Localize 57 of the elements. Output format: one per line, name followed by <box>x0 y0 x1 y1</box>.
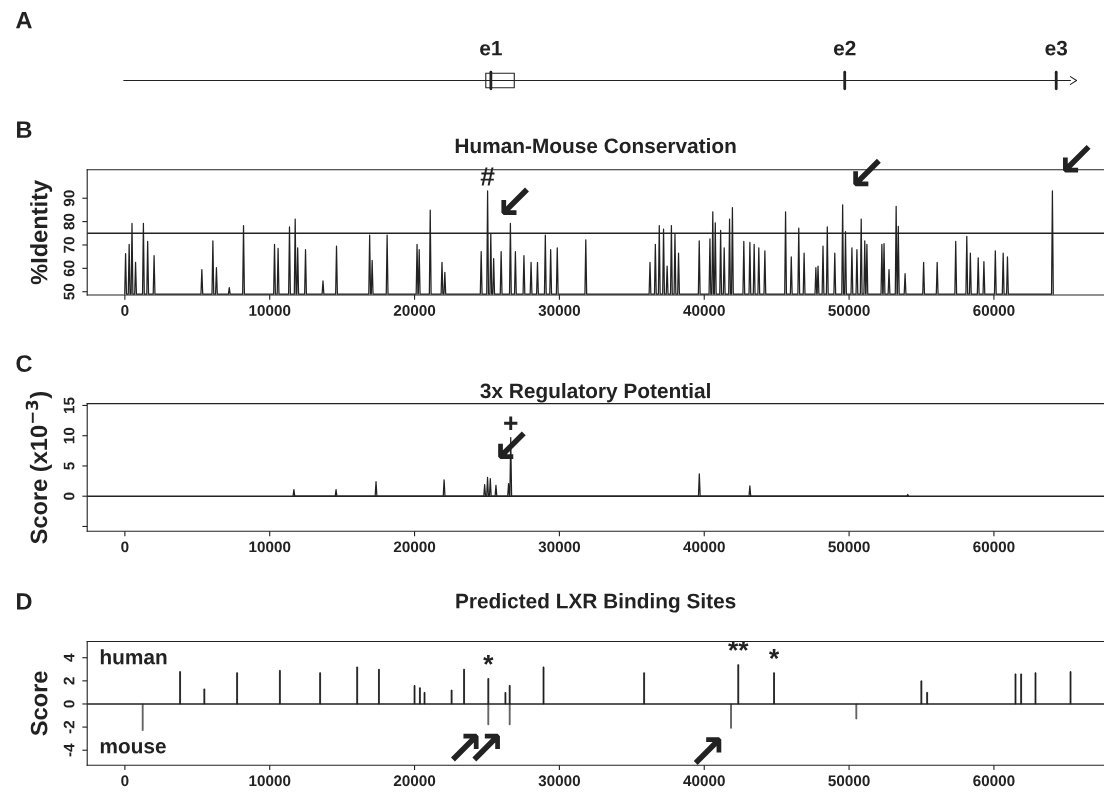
x-tick-label: 50000 <box>828 541 870 553</box>
y-tick-label: 10 <box>63 427 75 444</box>
annotation: * <box>768 649 780 659</box>
y-tick-label: 50 <box>63 283 75 300</box>
annotation: human <box>100 649 167 665</box>
y-tick-label: 5 <box>63 462 75 470</box>
annotation: + <box>504 416 518 430</box>
text: C <box>16 355 32 372</box>
x-tick-label: 60000 <box>973 775 1015 787</box>
y-tick-label: 2 <box>63 677 75 685</box>
text: A <box>16 12 32 29</box>
y-tick-label: 4 <box>63 653 75 662</box>
y-tick-label: -2 <box>63 720 75 734</box>
y-tick-label: 60 <box>63 260 75 277</box>
x-tick-label: 0 <box>121 305 129 316</box>
x-tick-label: 20000 <box>393 305 436 316</box>
x-tick-label: 50000 <box>828 775 870 787</box>
text: B <box>17 121 32 138</box>
annotation: ↗ <box>693 737 722 765</box>
y-axis-title: Score <box>30 671 48 736</box>
x-tick-label: 40000 <box>683 305 725 316</box>
chart-title: Predicted LXR Binding Sites <box>456 593 736 613</box>
annotation: * <box>483 654 494 665</box>
annotation: # <box>480 167 495 186</box>
x-tick-label: 10000 <box>249 541 291 553</box>
x-tick-label: 10000 <box>249 305 291 316</box>
annotation: ↙ <box>501 187 529 216</box>
x-tick-label: 40000 <box>683 775 725 787</box>
y-tick-label: 0 <box>63 700 75 708</box>
x-tick-label: 40000 <box>683 541 725 553</box>
text: e3 <box>1045 40 1068 56</box>
y-axis-title: Score (x10$^{−3}$) <box>25 391 52 544</box>
text: D <box>17 593 32 610</box>
x-tick-label: 10000 <box>249 775 291 787</box>
x-tick-label: 0 <box>121 775 129 787</box>
x-tick-label: 30000 <box>538 541 581 553</box>
x-tick-label: 20000 <box>393 775 436 787</box>
x-tick-label: 20000 <box>393 541 436 553</box>
y-tick-label: 0 <box>63 492 75 500</box>
x-tick-label: 0 <box>121 541 129 553</box>
x-tick-label: 30000 <box>538 305 581 316</box>
x-tick-label: 30000 <box>538 775 581 787</box>
y-tick-label: -4 <box>63 743 75 757</box>
x-tick-label: 60000 <box>973 305 1015 316</box>
annotation: mouse <box>100 742 166 754</box>
y-axis-title: %Identity <box>30 180 53 285</box>
y-tick-label: 15 <box>63 397 75 413</box>
chart-title: Human-Mouse Conservation <box>455 137 736 154</box>
x-tick-label: 60000 <box>973 541 1015 553</box>
x-tick-label: 50000 <box>828 305 870 316</box>
text: e1 <box>480 41 502 56</box>
text: e2 <box>833 40 856 56</box>
chart-title: 3x Regulatory Potential <box>480 382 710 403</box>
y-tick-label: 80 <box>63 213 75 230</box>
y-tick-label: 90 <box>63 190 75 207</box>
y-tick-label: 70 <box>63 237 75 253</box>
annotation: ↙ <box>1063 144 1091 173</box>
